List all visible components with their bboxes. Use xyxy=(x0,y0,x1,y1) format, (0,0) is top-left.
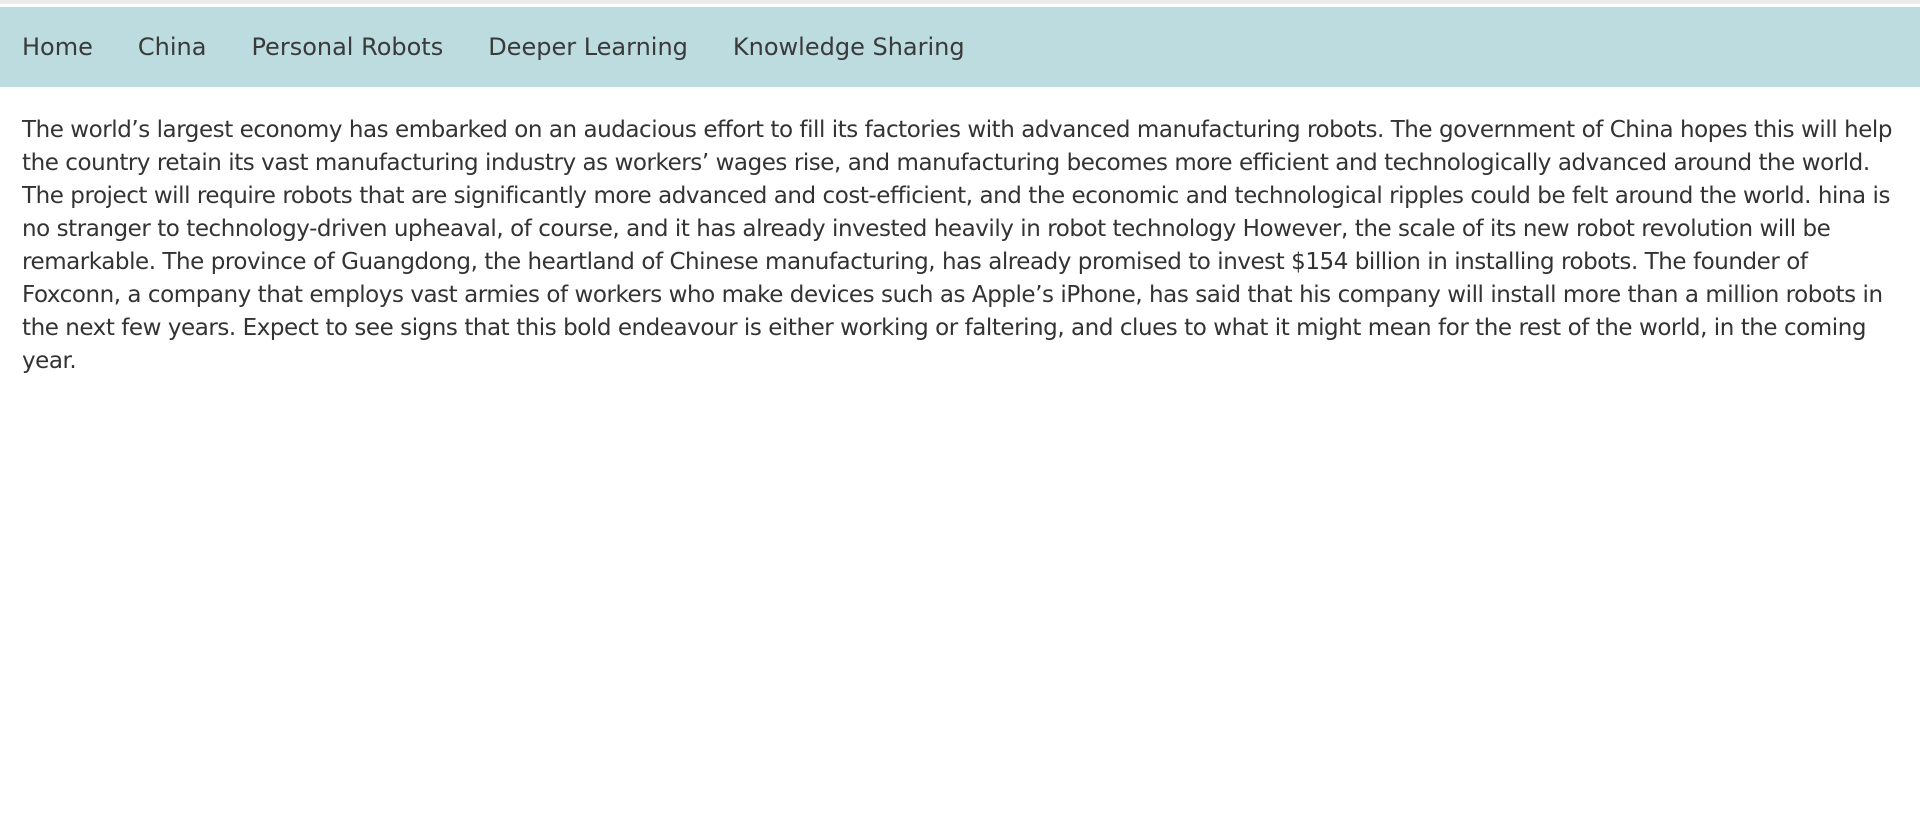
nav-link-home[interactable]: Home xyxy=(22,33,93,61)
nav-link-china[interactable]: China xyxy=(137,33,207,61)
article-paragraph: The world’s largest economy has embarked… xyxy=(22,117,1892,374)
main-content: The world’s largest economy has embarked… xyxy=(0,87,1920,378)
nav-link-knowledge-sharing[interactable]: Knowledge Sharing xyxy=(732,33,965,61)
nav-link-personal-robots[interactable]: Personal Robots xyxy=(251,33,444,61)
top-border xyxy=(0,0,1920,7)
nav-link-deeper-learning[interactable]: Deeper Learning xyxy=(488,33,688,61)
top-navigation-bar: Home China Personal Robots Deeper Learni… xyxy=(0,7,1920,87)
